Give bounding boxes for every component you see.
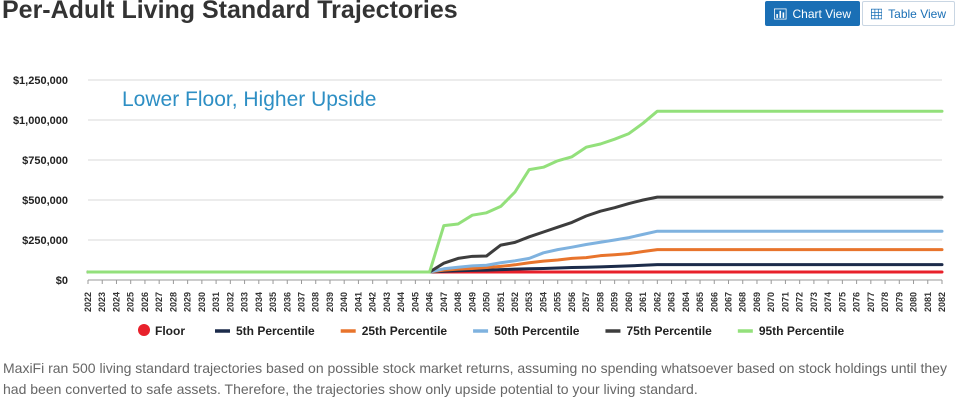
x-tick-label: 2071: [780, 292, 790, 312]
x-tick-label: 2065: [695, 292, 705, 312]
x-tick-label: 2023: [97, 292, 107, 312]
x-tick-label: 2032: [225, 292, 235, 312]
x-tick-label: 2049: [467, 292, 477, 312]
x-tick-label: 2079: [894, 292, 904, 312]
x-tick-label: 2031: [211, 292, 221, 312]
x-tick-label: 2022: [83, 292, 93, 312]
bar-chart-icon: [774, 8, 787, 19]
x-tick-label: 2050: [482, 292, 492, 312]
chart-view-button[interactable]: Chart View: [765, 1, 860, 26]
chart-caption: MaxiFi ran 500 living standard trajector…: [3, 360, 947, 397]
x-tick-label: 2036: [282, 292, 292, 312]
page-title: Per-Adult Living Standard Trajectories: [2, 0, 458, 24]
chart: $0 $250,000 $500,000 $750,000 $1,000,000 $1,2…: [13, 75, 947, 338]
y-tick-label: $1,250,000: [13, 75, 68, 87]
x-tick-label: 2062: [652, 292, 662, 312]
x-tick-label: 2072: [795, 292, 805, 312]
grid-icon: [871, 8, 883, 19]
y-tick-label: $1,000,000: [13, 115, 68, 127]
x-tick-label: 2033: [240, 292, 250, 312]
x-tick-label: 2027: [154, 292, 164, 312]
legend-label: 75th Percentile: [626, 324, 712, 338]
x-tick-label: 2039: [325, 292, 335, 312]
y-axis-ticks: $0 $250,000 $500,000 $750,000 $1,000,000 $1,2…: [13, 75, 68, 287]
legend: Floor 5th Percentile 25th Percentile 50th P…: [138, 324, 845, 338]
x-tick-label: 2058: [595, 292, 605, 312]
x-tick-label: 2045: [410, 292, 420, 312]
x-tick-label: 2080: [909, 292, 919, 312]
x-tick-label: 2046: [425, 292, 435, 312]
table-view-label: Table View: [888, 6, 946, 21]
x-tick-label: 2051: [496, 292, 506, 312]
y-tick-label: $0: [56, 275, 68, 287]
x-tick-label: 2057: [581, 292, 591, 312]
x-tick-label: 2028: [168, 292, 178, 312]
legend-label: 5th Percentile: [236, 324, 315, 338]
table-view-button[interactable]: Table View: [862, 1, 955, 26]
x-tick-label: 2075: [837, 292, 847, 312]
x-tick-label: 2026: [140, 292, 150, 312]
x-tick-label: 2047: [439, 292, 449, 312]
y-tick-label: $500,000: [22, 195, 68, 207]
chart-annotation: Lower Floor, Higher Upside: [122, 88, 376, 111]
x-tick-label: 2040: [339, 292, 349, 312]
x-tick-label: 2034: [254, 292, 264, 312]
x-tick-label: 2074: [823, 292, 833, 312]
legend-label: 50th Percentile: [494, 324, 580, 338]
x-tick-label: 2024: [111, 292, 121, 312]
x-tick-label: 2029: [183, 292, 193, 312]
x-tick-label: 2052: [510, 292, 520, 312]
x-tick-label: 2061: [638, 292, 648, 312]
x-tick-label: 2038: [311, 292, 321, 312]
x-tick-label: 2067: [724, 292, 734, 312]
series-lines: [86, 109, 944, 274]
x-tick-label: 2077: [866, 292, 876, 312]
x-tick-label: 2048: [453, 292, 463, 312]
x-tick-label: 2054: [538, 292, 548, 312]
x-tick-label: 2041: [353, 292, 363, 312]
legend-marker: [138, 324, 150, 336]
x-tick-label: 2081: [923, 292, 933, 312]
legend-label: 25th Percentile: [362, 324, 448, 338]
x-tick-label: 2068: [738, 292, 748, 312]
x-tick-label: 2063: [667, 292, 677, 312]
x-tick-label: 2042: [368, 292, 378, 312]
x-tick-label: 2044: [396, 292, 406, 312]
x-tick-label: 2076: [852, 292, 862, 312]
x-tick-label: 2070: [766, 292, 776, 312]
x-tick-label: 2053: [524, 292, 534, 312]
x-tick-label: 2025: [126, 292, 136, 312]
chart-view-label: Chart View: [792, 6, 851, 21]
x-tick-label: 2059: [610, 292, 620, 312]
x-axis-ticks: 2022 2023 2024 2025 2026 2027 2028 2029 2030 2031…: [83, 280, 947, 312]
x-tick-label: 2082: [937, 292, 947, 312]
x-tick-label: 2066: [709, 292, 719, 312]
x-tick-label: 2078: [880, 292, 890, 312]
legend-label: 95th Percentile: [759, 324, 845, 338]
x-tick-label: 2035: [268, 292, 278, 312]
x-tick-label: 2060: [624, 292, 634, 312]
y-tick-label: $250,000: [22, 235, 68, 247]
x-tick-label: 2037: [297, 292, 307, 312]
legend-label: Floor: [155, 324, 185, 338]
series-line: [86, 109, 944, 274]
x-tick-label: 2056: [567, 292, 577, 312]
x-tick-label: 2069: [752, 292, 762, 312]
x-tick-label: 2030: [197, 292, 207, 312]
x-tick-label: 2073: [809, 292, 819, 312]
x-tick-label: 2055: [553, 292, 563, 312]
x-tick-label: 2064: [681, 292, 691, 312]
y-tick-label: $750,000: [22, 155, 68, 167]
x-tick-label: 2043: [382, 292, 392, 312]
